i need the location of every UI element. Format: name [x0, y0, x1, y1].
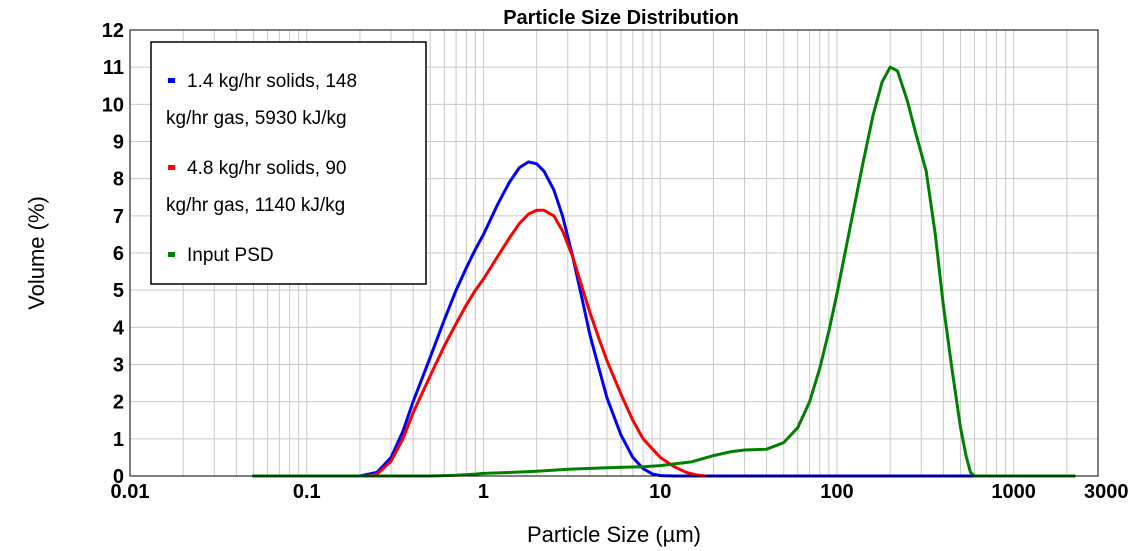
y-tick-label: 3 — [113, 355, 124, 377]
y-tick-label: 4 — [113, 317, 125, 339]
plot-frame — [129, 29, 1099, 477]
legend-swatch-1 — [168, 78, 175, 83]
y-tick-label: 12 — [102, 20, 124, 42]
legend-swatch-3 — [168, 252, 175, 257]
y-tick-label: 10 — [102, 94, 124, 116]
x-axis-title: Particle Size (µm) — [527, 522, 701, 547]
x-tick-label: 1000 — [991, 481, 1036, 503]
y-tick-label: 0 — [113, 466, 124, 488]
x-tick-label: 1 — [478, 481, 489, 503]
series-line-2 — [365, 208, 707, 478]
series-line-1 — [252, 160, 1076, 478]
x-tick-label: 3000 — [1084, 481, 1129, 503]
x-tick-label: 10 — [649, 481, 671, 503]
y-axis-title: Volume (%) — [24, 196, 49, 310]
y-tick-label: 8 — [113, 169, 124, 191]
legend: 1.4 kg/hr solids, 148 kg/hr gas, 5930 kJ/… — [150, 41, 427, 285]
legend-box — [150, 41, 427, 285]
chart-title: Particle Size Distribution — [503, 7, 739, 29]
legend-label-1: 1.4 kg/hr solids, 148 — [187, 71, 357, 92]
legend-label-2: kg/hr gas, 1140 kJ/kg — [166, 195, 345, 216]
legend-label-3: Input PSD — [187, 245, 274, 266]
legend-label-2: 4.8 kg/hr solids, 90 — [187, 158, 346, 179]
x-tick-label: 0.1 — [293, 481, 321, 503]
y-tick-label: 7 — [113, 206, 124, 228]
series-line-3 — [252, 65, 1076, 478]
y-tick-label: 5 — [113, 280, 124, 302]
legend-swatch-2 — [168, 165, 175, 170]
y-tick-label: 9 — [113, 132, 124, 154]
series-layer — [252, 65, 1076, 478]
y-tick-label: 11 — [103, 57, 124, 79]
x-tick-label: 0.01 — [111, 481, 150, 503]
y-tick-label: 6 — [113, 243, 124, 265]
y-tick-label: 1 — [113, 429, 124, 451]
x-tick-label: 100 — [820, 481, 853, 503]
legend-label-1: kg/hr gas, 5930 kJ/kg — [166, 108, 347, 129]
y-tick-label: 2 — [113, 392, 124, 414]
